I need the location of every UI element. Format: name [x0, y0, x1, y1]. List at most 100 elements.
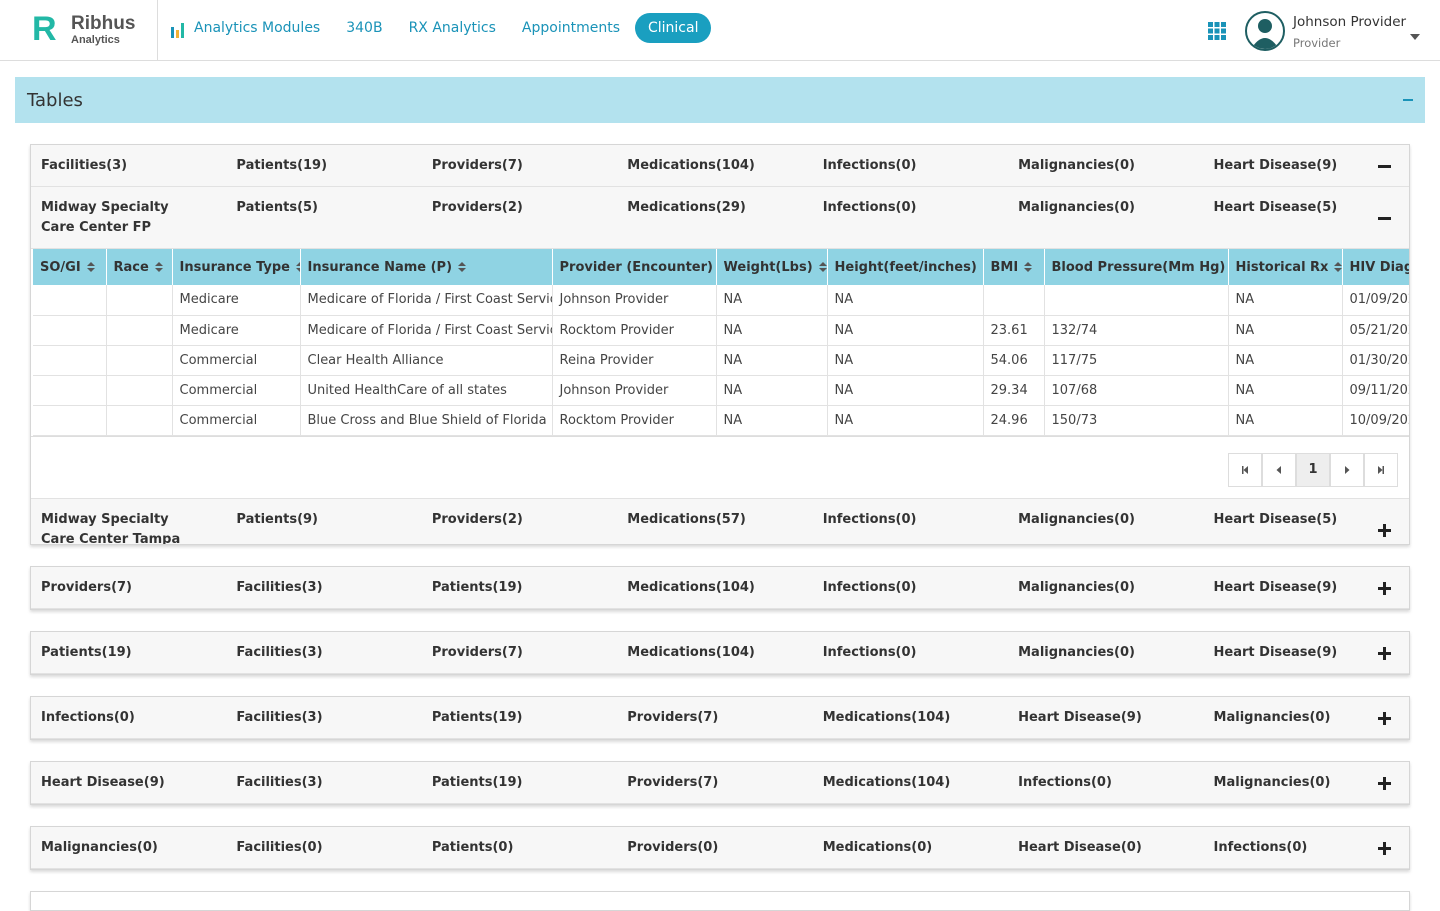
summary-item: Malignancies(0): [1018, 578, 1213, 608]
page-number[interactable]: 1: [1296, 453, 1330, 487]
table-cell: NA: [827, 345, 983, 375]
table-cell: [33, 315, 106, 345]
table-cell: [106, 375, 172, 405]
summary-item: Medications(57): [627, 510, 822, 546]
table-cell: NA: [716, 285, 827, 315]
table-cell: NA: [716, 375, 827, 405]
sort-icon[interactable]: [819, 262, 827, 273]
apps-icon[interactable]: [1208, 22, 1226, 40]
column-header[interactable]: Weight(Lbs): [716, 249, 827, 285]
summary-item: Medications(104): [627, 578, 822, 608]
expand-icon[interactable]: [1378, 777, 1391, 790]
summary-item: Facilities(0): [236, 838, 431, 868]
summary-row[interactable]: Patients(19)Facilities(3)Providers(7)Med…: [31, 632, 1409, 674]
sort-icon[interactable]: [1334, 262, 1342, 273]
summary-item: Medications(104): [627, 156, 822, 186]
column-header[interactable]: HIV Diagn: [1342, 249, 1409, 285]
summary-item: Infections(0): [823, 510, 1018, 546]
logo[interactable]: R Ribhus Analytics: [26, 10, 158, 50]
sort-icon[interactable]: [87, 262, 95, 273]
avatar[interactable]: [1245, 11, 1285, 51]
column-header[interactable]: Blood Pressure(Mm Hg): [1044, 249, 1228, 285]
table-cell: 117/75: [1044, 345, 1228, 375]
column-header[interactable]: BMI: [983, 249, 1044, 285]
table-cell: Rocktom Provider: [552, 405, 716, 435]
expand-icon[interactable]: [1378, 582, 1391, 595]
summary-row[interactable]: Heart Disease(9)Facilities(3)Patients(19…: [31, 762, 1409, 804]
table-cell: NA: [1228, 285, 1342, 315]
summary-item: Heart Disease(9): [1018, 708, 1213, 738]
column-header[interactable]: Historical Rx: [1228, 249, 1342, 285]
table-cell: [33, 405, 106, 435]
table-cell: NA: [827, 315, 983, 345]
nav-link[interactable]: Analytics Modules: [168, 13, 333, 43]
table-cell: NA: [1228, 345, 1342, 375]
table-cell: Rocktom Provider: [552, 315, 716, 345]
table-cell: NA: [827, 405, 983, 435]
expand-icon[interactable]: [1378, 647, 1391, 660]
summary-item: Medications(104): [823, 708, 1018, 738]
summary-item: Midway Specialty Care Center Tampa: [41, 510, 236, 546]
column-title: Provider (Encounter): [560, 260, 713, 275]
column-header[interactable]: Insurance Type: [172, 249, 300, 285]
expand-icon[interactable]: [1378, 842, 1391, 855]
expand-icon[interactable]: [1378, 524, 1391, 537]
collapse-icon[interactable]: [1378, 160, 1391, 173]
last-page[interactable]: [1364, 453, 1398, 487]
table-cell: 150/73: [1044, 405, 1228, 435]
column-header[interactable]: Insurance Name (P): [300, 249, 552, 285]
sort-icon[interactable]: [458, 262, 466, 273]
nav-link[interactable]: Appointments: [509, 13, 633, 43]
user-menu-caret[interactable]: [1410, 34, 1420, 45]
sort-icon[interactable]: [296, 262, 300, 273]
column-header[interactable]: Height(feet/inches): [827, 249, 983, 285]
summary-row[interactable]: Facilities(3)Patients(19)Providers(7)Med…: [31, 145, 1409, 187]
table-cell: Johnson Provider: [552, 375, 716, 405]
logo-name: Ribhus: [71, 13, 135, 35]
table-cell: 05/21/202: [1342, 315, 1409, 345]
summary-item: Infections(0): [1018, 773, 1213, 803]
nav-link[interactable]: 340B: [333, 13, 395, 43]
column-header[interactable]: Race: [106, 249, 172, 285]
summary-row[interactable]: Malignancies(0)Facilities(0)Patients(0)P…: [31, 827, 1409, 869]
summary-row[interactable]: Infections(0)Facilities(3)Patients(19)Pr…: [31, 697, 1409, 739]
table-cell: NA: [716, 345, 827, 375]
summary-item: Facilities(3): [236, 643, 431, 673]
user-name[interactable]: Johnson Provider: [1293, 14, 1406, 30]
table-cell: [106, 315, 172, 345]
nav-link[interactable]: RX Analytics: [396, 13, 509, 43]
next-page[interactable]: [1330, 453, 1364, 487]
summary-item: Facilities(3): [236, 578, 431, 608]
collapse-icon[interactable]: [1403, 99, 1413, 101]
panel: Facilities(3)Patients(19)Providers(7)Med…: [30, 144, 1410, 545]
sort-icon[interactable]: [155, 262, 163, 273]
column-header[interactable]: SO/GI: [33, 249, 106, 285]
collapse-icon[interactable]: [1378, 212, 1391, 225]
summary-row[interactable]: Providers(7)Facilities(3)Patients(19)Med…: [31, 567, 1409, 609]
panel: Patients(19)Facilities(3)Providers(7)Med…: [30, 631, 1410, 675]
nav-link[interactable]: Clinical: [635, 13, 711, 43]
table-cell: [1044, 285, 1228, 315]
table-cell: Medicare: [172, 285, 300, 315]
table-cell: Commercial: [172, 375, 300, 405]
column-title: Weight(Lbs): [724, 260, 813, 275]
column-header[interactable]: Provider (Encounter): [552, 249, 716, 285]
table-cell: 54.06: [983, 345, 1044, 375]
expand-icon[interactable]: [1378, 712, 1391, 725]
first-page[interactable]: [1228, 453, 1262, 487]
prev-page[interactable]: [1262, 453, 1296, 487]
table-cell: [106, 405, 172, 435]
summary-item: Patients(0): [432, 838, 627, 868]
table-cell: NA: [1228, 405, 1342, 435]
section-bar: Tables: [15, 77, 1425, 123]
summary-item: Providers(7): [41, 578, 236, 608]
sort-icon[interactable]: [1024, 262, 1032, 273]
